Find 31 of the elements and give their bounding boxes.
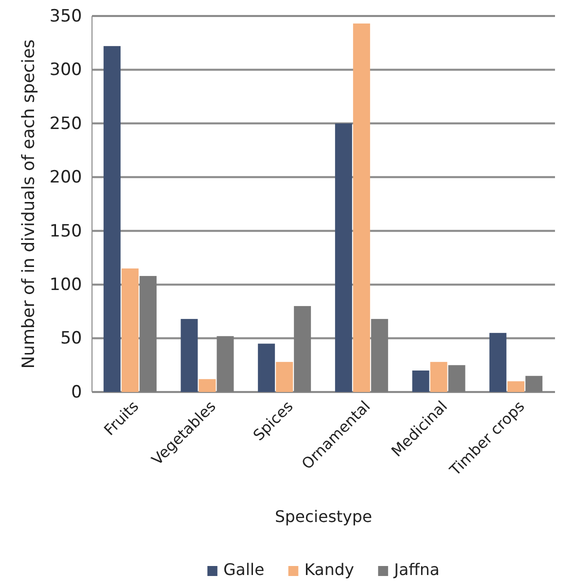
bar	[371, 318, 388, 392]
y-tick-label: 200	[50, 168, 82, 188]
y-axis-title: Number of in dividuals of each species	[19, 39, 39, 369]
bar	[489, 332, 506, 392]
bar	[258, 344, 275, 392]
y-tick-label: 50	[60, 328, 82, 349]
y-tick-label: 250	[50, 114, 82, 134]
bar	[198, 379, 216, 392]
bar	[448, 365, 466, 392]
bar	[180, 318, 198, 392]
legend-label: Kandy	[304, 560, 354, 579]
legend-label: Galle	[223, 560, 264, 579]
bar	[140, 276, 157, 392]
bar	[507, 381, 524, 392]
bar	[412, 370, 430, 392]
bar	[335, 123, 352, 392]
bar	[104, 46, 121, 392]
bar	[430, 362, 448, 392]
bar	[525, 376, 542, 392]
y-tick-label: 300	[50, 60, 82, 80]
bar	[216, 336, 234, 392]
y-tick-label: 350	[50, 6, 82, 26]
bar	[276, 362, 293, 392]
x-axis-title: Speciestype	[274, 507, 372, 526]
bar	[353, 24, 370, 392]
y-tick-label: 0	[71, 382, 82, 402]
legend-label: Jaffna	[393, 560, 440, 579]
y-tick-label: 100	[50, 275, 82, 296]
y-tick-label: 150	[50, 221, 82, 242]
bar	[122, 268, 139, 392]
bar	[294, 306, 311, 392]
